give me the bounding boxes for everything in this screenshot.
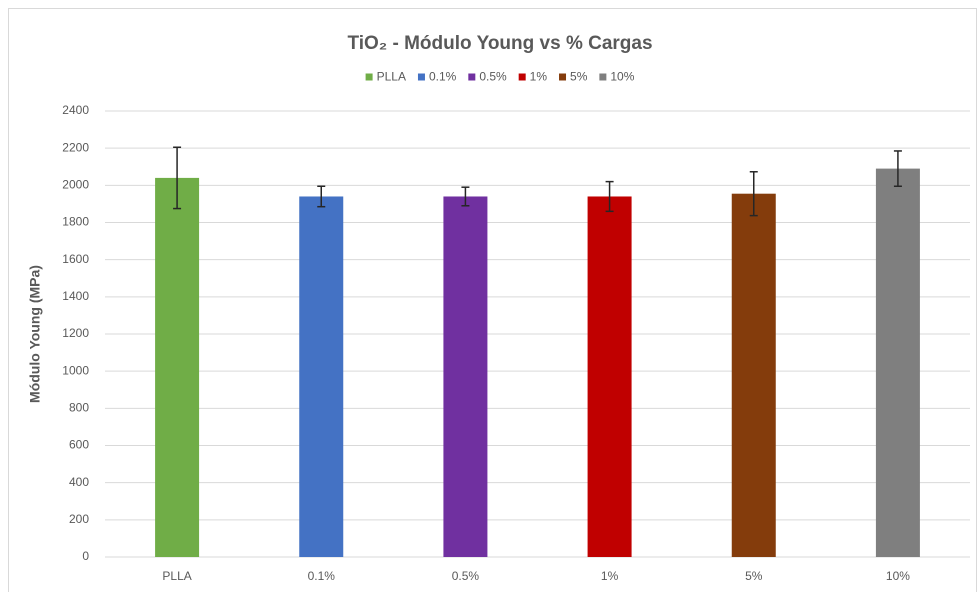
x-tick-label: 0.1% bbox=[308, 569, 336, 583]
y-tick-label: 200 bbox=[69, 512, 89, 526]
y-tick-label: 1600 bbox=[62, 252, 89, 266]
legend-label: 0.1% bbox=[429, 70, 457, 84]
y-tick-label: 2400 bbox=[62, 103, 89, 117]
bar bbox=[155, 177, 200, 557]
bar bbox=[443, 196, 488, 557]
error-bar bbox=[749, 171, 758, 217]
legend-label: 10% bbox=[610, 70, 634, 84]
y-tick-label: 600 bbox=[69, 438, 89, 452]
error-bar bbox=[317, 185, 326, 208]
bar bbox=[299, 196, 344, 557]
chart-title: TiO₂ - Módulo Young vs % Cargas bbox=[347, 33, 652, 54]
legend-label: 5% bbox=[570, 70, 588, 84]
y-tick-label: 2000 bbox=[62, 178, 89, 192]
bar bbox=[731, 193, 776, 557]
legend: PLLA 0.1% 0.5% 1% 5% 10% bbox=[365, 70, 635, 84]
legend-swatch bbox=[417, 73, 425, 81]
error-bar bbox=[605, 180, 614, 213]
legend-swatch bbox=[599, 73, 607, 81]
legend-swatch bbox=[468, 73, 476, 81]
legend-label: 1% bbox=[530, 70, 548, 84]
legend-swatch bbox=[518, 73, 526, 81]
y-tick-label: 1400 bbox=[62, 289, 89, 303]
x-tick-label: 0.5% bbox=[452, 569, 480, 583]
bar bbox=[587, 196, 632, 557]
chart-frame bbox=[8, 8, 977, 592]
y-axis-label: Módulo Young (MPa) bbox=[27, 265, 43, 403]
y-tick-label: 1000 bbox=[62, 363, 89, 377]
y-tick-label: 1800 bbox=[62, 215, 89, 229]
x-tick-label: PLLA bbox=[162, 569, 191, 583]
x-tick-label: 10% bbox=[886, 569, 910, 583]
x-tick-label: 1% bbox=[601, 569, 619, 583]
y-tick-label: 400 bbox=[69, 475, 89, 489]
bar bbox=[875, 168, 920, 557]
legend-swatch bbox=[559, 73, 567, 81]
y-tick-label: 1200 bbox=[62, 326, 89, 340]
y-tick-label: 0 bbox=[82, 549, 89, 563]
error-bar bbox=[173, 146, 182, 210]
y-tick-label: 2200 bbox=[62, 140, 89, 154]
legend-label: 0.5% bbox=[479, 70, 507, 84]
x-tick-label: 5% bbox=[745, 569, 763, 583]
error-bar bbox=[893, 150, 902, 188]
legend-swatch bbox=[365, 73, 373, 81]
y-tick-label: 800 bbox=[69, 401, 89, 415]
error-bar bbox=[461, 186, 470, 207]
legend-label: PLLA bbox=[377, 70, 406, 84]
